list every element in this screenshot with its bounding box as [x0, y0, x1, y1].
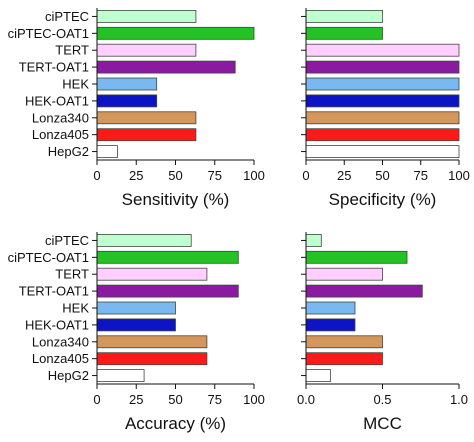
x-tick-label: 25	[129, 392, 143, 407]
bar-hek-oat1	[96, 94, 158, 108]
bar-hepg2	[96, 369, 145, 383]
bar-ciptec	[96, 9, 197, 23]
category-label: TERT-OAT1	[19, 60, 89, 75]
x-tick-label: 0	[93, 168, 100, 183]
bar-lonza405	[305, 352, 383, 366]
bar-lonza340	[96, 111, 197, 125]
x-tick-label: 50	[168, 168, 182, 183]
category-label: ciPTEC-OAT1	[8, 26, 89, 41]
x-tick-label: 1.0	[450, 392, 468, 407]
x-tick-label: 75	[208, 392, 222, 407]
bar-hepg2	[96, 145, 118, 159]
x-tick-label: 75	[414, 168, 428, 183]
category-label: HEK-OAT1	[25, 93, 89, 108]
bar-hek-oat1	[305, 318, 356, 332]
bar-tert	[96, 267, 208, 281]
bar-ciptec	[96, 233, 192, 247]
x-tick-label: 100	[243, 168, 265, 183]
bar-ciptec-oat1	[305, 250, 408, 264]
category-label: HEK-OAT1	[25, 317, 89, 332]
bar-hek	[96, 77, 158, 91]
x-tick-label: 0	[93, 392, 100, 407]
bar-lonza340	[96, 335, 208, 349]
bar-hek	[305, 77, 460, 91]
bar-lonza405	[305, 128, 460, 142]
category-label: TERT	[55, 267, 89, 282]
bar-hek-oat1	[305, 94, 460, 108]
bar-tert-oat1	[305, 284, 423, 298]
category-label: ciPTEC	[45, 233, 89, 248]
category-label: HepG2	[48, 144, 89, 159]
bar-hepg2	[305, 145, 460, 159]
bar-hepg2	[305, 369, 331, 383]
bar-lonza405	[96, 128, 197, 142]
x-tick-label: 25	[129, 168, 143, 183]
mcc-panel: 0.0 0.5 1.0 MCC	[297, 232, 468, 433]
bar-lonza340	[305, 111, 460, 125]
bar-ciptec	[305, 233, 322, 247]
category-label: HepG2	[48, 368, 89, 383]
x-axis-title: Sensitivity (%)	[122, 190, 230, 209]
x-tick-label: 100	[448, 168, 470, 183]
category-label: ciPTEC-OAT1	[8, 250, 89, 265]
bar-tert	[305, 267, 383, 281]
bar-tert	[305, 43, 460, 57]
accuracy-panel: ciPTEC ciPTEC-OAT1 TERT TERT-OAT1 HEKHEK-OAT…	[8, 232, 265, 433]
category-label: Lonza340	[32, 334, 89, 349]
x-tick-label: 0.5	[373, 392, 391, 407]
x-tick-label: 50	[375, 168, 389, 183]
x-axis-title: Specificity (%)	[329, 190, 437, 209]
bar-hek	[96, 301, 176, 315]
x-tick-label: 0.0	[297, 392, 315, 407]
category-label: Lonza405	[32, 351, 89, 366]
x-tick-label: 0	[302, 168, 309, 183]
bar-ciptec-oat1	[96, 26, 255, 40]
category-label: HEK	[62, 77, 89, 92]
bar-lonza405	[96, 352, 208, 366]
x-tick-label: 75	[208, 168, 222, 183]
category-label: HEK	[62, 301, 89, 316]
specificity-panel: 0 25 50 75 100 Specificity (%)	[301, 8, 470, 209]
bar-hek	[305, 301, 356, 315]
sensitivity-panel: ciPTEC ciPTEC-OAT1 TERT TERT-OAT1 HEKHEK-OAT…	[8, 8, 265, 209]
x-tick-label: 100	[243, 392, 265, 407]
bar-tert-oat1	[96, 60, 236, 74]
bar-ciptec	[305, 9, 383, 23]
bar-ciptec-oat1	[305, 26, 383, 40]
x-axis-title: Accuracy (%)	[125, 414, 226, 433]
x-axis-title: MCC	[363, 414, 402, 433]
category-label: TERT	[55, 43, 89, 58]
bar-tert	[96, 43, 197, 57]
category-label: ciPTEC	[45, 9, 89, 24]
bar-lonza340	[305, 335, 383, 349]
x-tick-label: 50	[168, 392, 182, 407]
category-label: Lonza405	[32, 127, 89, 142]
bar-ciptec-oat1	[96, 250, 239, 264]
bar-hek-oat1	[96, 318, 176, 332]
bar-tert-oat1	[305, 60, 460, 74]
category-label: TERT-OAT1	[19, 284, 89, 299]
bar-tert-oat1	[96, 284, 239, 298]
x-tick-label: 25	[337, 168, 351, 183]
category-label: Lonza340	[32, 110, 89, 125]
